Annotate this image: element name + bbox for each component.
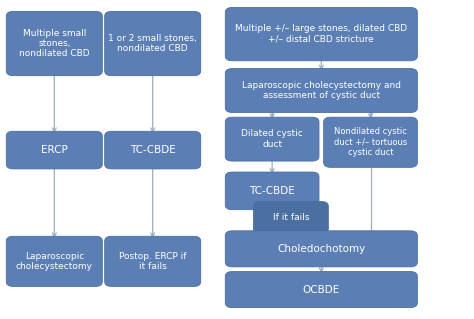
FancyBboxPatch shape xyxy=(105,131,201,169)
Text: OCBDE: OCBDE xyxy=(303,285,340,294)
FancyBboxPatch shape xyxy=(105,11,201,76)
Text: Multiple small
stones,
nondilated CBD: Multiple small stones, nondilated CBD xyxy=(19,29,90,58)
Text: If it fails: If it fails xyxy=(273,213,309,222)
Text: Multiple +/– large stones, dilated CBD
+/– distal CBD stricture: Multiple +/– large stones, dilated CBD +… xyxy=(235,25,407,44)
FancyBboxPatch shape xyxy=(225,231,417,267)
Text: TC-CBDE: TC-CBDE xyxy=(249,186,295,196)
Text: TC-CBDE: TC-CBDE xyxy=(130,145,175,155)
Text: Choledochotomy: Choledochotomy xyxy=(277,244,365,254)
FancyBboxPatch shape xyxy=(6,236,102,286)
Text: Laparoscopic
cholecystectomy: Laparoscopic cholecystectomy xyxy=(16,252,93,271)
FancyBboxPatch shape xyxy=(254,202,328,234)
FancyBboxPatch shape xyxy=(225,69,417,113)
FancyBboxPatch shape xyxy=(225,172,319,210)
FancyBboxPatch shape xyxy=(324,117,417,167)
FancyBboxPatch shape xyxy=(6,131,102,169)
Text: Dilated cystic
duct: Dilated cystic duct xyxy=(241,130,303,149)
FancyBboxPatch shape xyxy=(225,271,417,308)
Text: Postop. ERCP if
it fails: Postop. ERCP if it fails xyxy=(119,252,186,271)
Text: Nondilated cystic
duct +/– tortuous
cystic duct: Nondilated cystic duct +/– tortuous cyst… xyxy=(334,127,407,157)
Text: 1 or 2 small stones,
nondilated CBD: 1 or 2 small stones, nondilated CBD xyxy=(108,34,197,53)
FancyBboxPatch shape xyxy=(225,7,417,61)
FancyBboxPatch shape xyxy=(225,117,319,161)
FancyBboxPatch shape xyxy=(105,236,201,286)
Text: ERCP: ERCP xyxy=(41,145,68,155)
FancyBboxPatch shape xyxy=(6,11,102,76)
Text: Laparoscopic cholecystectomy and
assessment of cystic duct: Laparoscopic cholecystectomy and assessm… xyxy=(242,81,401,100)
